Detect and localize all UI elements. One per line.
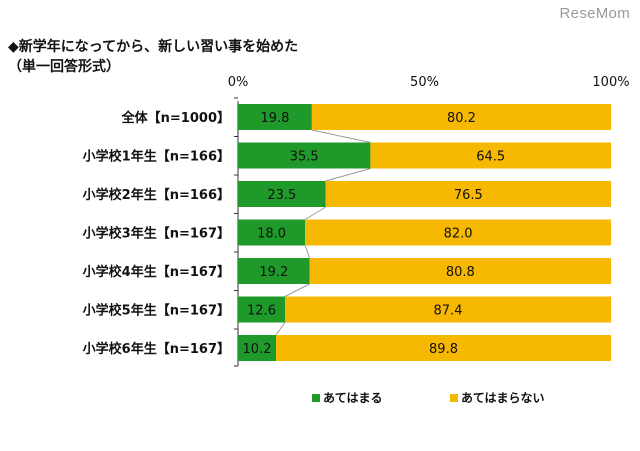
bar-series-1 xyxy=(238,219,306,246)
chart-subtitle: （単一回答形式） xyxy=(8,59,120,75)
x-tick-label: 100% xyxy=(592,75,629,90)
data-label-series-2: 89.8 xyxy=(429,342,458,357)
bar-series-1 xyxy=(238,258,310,284)
category-label: 小学校1年生【n=166】 xyxy=(83,149,230,165)
data-label-series-1: 19.2 xyxy=(259,265,288,280)
data-label-series-1: 23.5 xyxy=(267,188,296,203)
category-label: 全体【n=1000】 xyxy=(121,110,230,126)
legend-item-series-2: あてはまらない xyxy=(450,389,545,406)
connector-line xyxy=(304,245,311,259)
data-label-series-1: 19.8 xyxy=(260,111,289,126)
x-tick-label: 50% xyxy=(410,75,439,90)
bar-series-2 xyxy=(309,258,611,284)
bar-series-2 xyxy=(325,181,611,207)
connector-line xyxy=(284,283,310,297)
bar-series-2 xyxy=(276,335,611,361)
x-tick-label: 0% xyxy=(228,75,249,90)
category-label: 小学校5年生【n=167】 xyxy=(83,303,230,319)
chart-title: ◆新学年になってから、新しい習い事を始めた xyxy=(8,39,299,55)
data-label-series-1: 10.2 xyxy=(243,342,272,357)
category-label: 小学校3年生【n=167】 xyxy=(83,226,230,242)
bar-series-2 xyxy=(305,219,611,246)
data-label-series-2: 76.5 xyxy=(454,188,483,203)
connector-line xyxy=(311,129,371,143)
legend-label-series-2: あてはまらない xyxy=(461,391,545,405)
legend-item-series-1: あてはまる xyxy=(312,389,383,406)
data-label-series-2: 87.4 xyxy=(434,304,463,319)
data-label-series-1: 35.5 xyxy=(290,150,319,165)
legend-swatch-series-1 xyxy=(312,393,320,402)
data-label-series-2: 82.0 xyxy=(444,227,473,242)
connector-line xyxy=(304,206,326,220)
bar-series-2 xyxy=(370,142,611,169)
data-label-series-2: 64.5 xyxy=(476,150,505,165)
legend-swatch-series-2 xyxy=(450,393,458,402)
resemom-watermark: ReseMom xyxy=(559,5,630,22)
legend-label-series-1: あてはまる xyxy=(323,391,383,405)
connector-line xyxy=(325,168,371,182)
data-label-series-1: 18.0 xyxy=(257,227,286,242)
bar-series-2 xyxy=(284,296,611,323)
bar-series-1 xyxy=(238,335,277,361)
bar-series-1 xyxy=(238,181,326,207)
bar-series-1 xyxy=(238,104,312,130)
data-label-series-1: 12.6 xyxy=(247,304,276,319)
category-label: 小学校6年生【n=167】 xyxy=(83,341,230,357)
data-label-series-2: 80.8 xyxy=(446,265,475,280)
bar-series-2 xyxy=(311,104,611,130)
connector-line xyxy=(275,322,286,336)
bar-series-1 xyxy=(238,142,371,169)
bar-series-1 xyxy=(238,296,285,323)
data-label-series-2: 80.2 xyxy=(447,111,476,126)
category-label: 小学校4年生【n=167】 xyxy=(83,264,230,280)
category-label: 小学校2年生【n=166】 xyxy=(83,187,230,203)
